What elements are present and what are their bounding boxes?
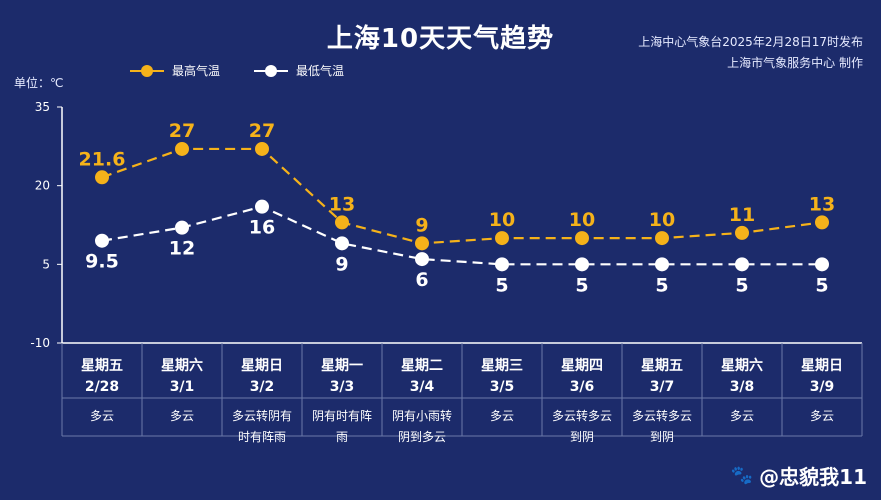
high-temp-point xyxy=(255,141,269,156)
x-category-date: 3/9 xyxy=(810,379,835,395)
legend-high-label: 最高气温 xyxy=(172,64,221,78)
y-tick-label: 5 xyxy=(42,257,50,271)
watermark-text: @忠貌我11 xyxy=(759,465,867,489)
weather-description: 多云 xyxy=(170,409,194,423)
x-category-weekday: 星期四 xyxy=(561,358,603,374)
legend-low-swatch xyxy=(254,64,289,78)
weather-description: 到阴 xyxy=(650,430,674,444)
high-temp-point xyxy=(815,215,829,230)
high-temp-point xyxy=(415,236,429,251)
high-temp-data-label: 13 xyxy=(809,193,835,215)
high-temp-point xyxy=(95,170,109,185)
weather-description: 多云 xyxy=(730,409,754,423)
x-category-weekday: 星期日 xyxy=(801,358,843,374)
x-category-date: 3/6 xyxy=(570,379,595,395)
weather-description: 多云 xyxy=(810,409,834,423)
high-temp-data-label: 10 xyxy=(489,209,515,231)
high-temp-data-label: 27 xyxy=(249,120,275,142)
legend-high-swatch xyxy=(130,64,164,78)
high-temp-data-label: 10 xyxy=(569,209,595,231)
x-category-weekday: 星期六 xyxy=(721,357,763,374)
low-temp-data-label: 5 xyxy=(655,274,668,296)
watermark: 🐾 @忠貌我11 xyxy=(731,461,867,490)
chart-title: 上海10天天气趋势 xyxy=(326,24,555,54)
weather-description: 阴有时有阵 xyxy=(312,409,372,423)
legend-high: 最高气温 xyxy=(130,62,220,79)
low-temp-data-label: 9.5 xyxy=(85,251,119,273)
y-tick-label: -10 xyxy=(30,336,50,350)
low-temp-data-label: 5 xyxy=(815,274,828,296)
low-temp-point xyxy=(815,257,829,272)
y-tick-label: 35 xyxy=(35,100,50,114)
high-temp-data-label: 27 xyxy=(169,120,195,142)
x-category-date: 3/8 xyxy=(730,379,755,395)
weather-description: 到阴 xyxy=(570,430,594,444)
low-temp-point xyxy=(175,220,189,235)
legend: 最高气温 最低气温 xyxy=(130,62,344,79)
weather-description: 多云转多云 xyxy=(632,408,692,423)
low-temp-point xyxy=(655,257,669,272)
low-temp-line xyxy=(101,205,822,266)
high-temp-line xyxy=(101,147,823,245)
low-temp-point xyxy=(335,236,349,251)
low-temp-data-label: 6 xyxy=(415,269,428,291)
x-category-weekday: 星期二 xyxy=(401,358,443,374)
legend-low: 最低气温 xyxy=(254,62,344,79)
x-category-weekday: 星期日 xyxy=(241,358,283,374)
weather-description: 多云转阴有 xyxy=(232,408,292,423)
low-temp-data-label: 9 xyxy=(335,253,348,275)
x-category-date: 3/7 xyxy=(650,379,675,395)
x-category-weekday: 星期六 xyxy=(161,357,203,374)
low-temp-data-label: 12 xyxy=(169,238,195,260)
x-category-date: 2/28 xyxy=(85,379,119,395)
weather-description: 阴到多云 xyxy=(398,430,446,444)
publisher-line-1: 上海中心气象台2025年2月28日17时发布 xyxy=(638,35,863,49)
x-category-date: 3/1 xyxy=(170,379,195,395)
weather-description: 阴有小雨转 xyxy=(392,408,452,423)
x-category-date: 3/3 xyxy=(330,379,355,395)
x-category-weekday: 星期三 xyxy=(481,358,523,374)
publisher-line-2: 上海市气象服务中心 制作 xyxy=(727,56,863,70)
paw-icon: 🐾 xyxy=(730,465,754,486)
legend-low-label: 最低气温 xyxy=(296,64,345,78)
low-temp-data-label: 5 xyxy=(575,274,588,296)
high-temp-point xyxy=(175,141,189,156)
high-temp-data-label: 9 xyxy=(415,214,428,236)
high-temp-data-label: 21.6 xyxy=(79,148,126,170)
low-temp-point xyxy=(495,257,509,272)
x-category-date: 3/2 xyxy=(250,379,275,395)
weather-description: 多云 xyxy=(490,409,514,423)
high-temp-data-label: 11 xyxy=(729,204,755,226)
x-category-date: 3/4 xyxy=(410,379,435,395)
x-category-date: 3/5 xyxy=(490,379,515,395)
low-temp-point xyxy=(255,199,269,214)
high-temp-data-label: 10 xyxy=(649,209,675,231)
weather-description: 雨 xyxy=(336,430,348,444)
x-category-weekday: 星期五 xyxy=(81,358,123,374)
unit-label: 单位：℃ xyxy=(14,76,64,90)
high-temp-point xyxy=(335,215,349,230)
low-temp-data-label: 5 xyxy=(735,274,748,296)
high-temp-point xyxy=(735,225,749,240)
low-temp-point xyxy=(415,252,429,267)
low-temp-point xyxy=(735,257,749,272)
x-category-weekday: 星期一 xyxy=(321,358,363,374)
high-temp-point xyxy=(495,231,509,246)
high-temp-point xyxy=(655,231,669,246)
weather-description: 多云 xyxy=(90,409,114,423)
weather-description: 多云转多云 xyxy=(552,408,612,423)
x-category-weekday: 星期五 xyxy=(641,358,683,374)
low-temp-data-label: 5 xyxy=(495,274,508,296)
high-temp-data-label: 13 xyxy=(329,193,355,215)
weather-description: 时有阵雨 xyxy=(238,430,286,444)
low-temp-data-label: 16 xyxy=(249,217,275,239)
y-tick-label: 20 xyxy=(35,179,50,193)
high-temp-point xyxy=(575,231,589,246)
low-temp-point xyxy=(575,257,589,272)
low-temp-point xyxy=(95,233,109,248)
